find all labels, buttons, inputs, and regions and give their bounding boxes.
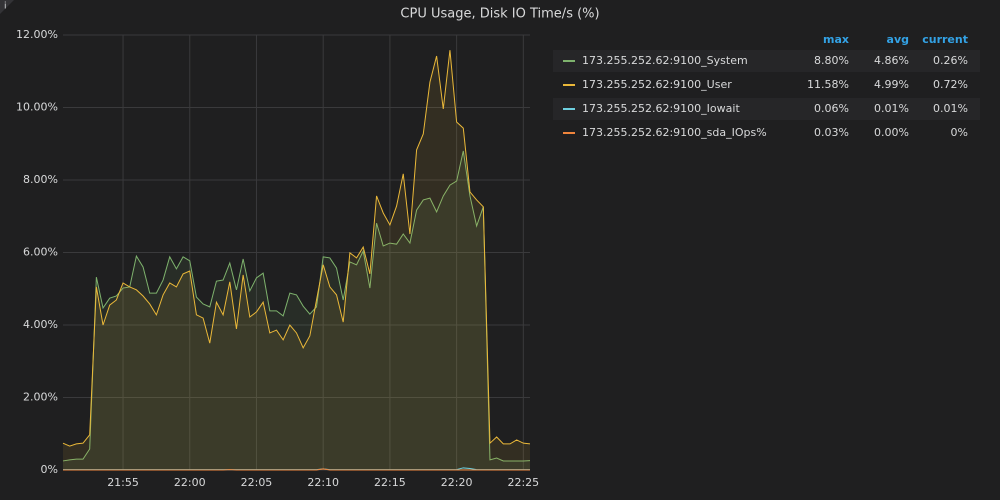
panel-title: CPU Usage, Disk IO Time/s (%) <box>400 7 599 22</box>
legend-stat: 0.00% <box>874 126 909 139</box>
x-tick-label: 22:20 <box>441 476 473 489</box>
series-line <box>63 468 530 471</box>
legend-header: current <box>922 33 968 46</box>
legend-row-background <box>553 50 980 72</box>
legend-stat: 0% <box>951 126 968 139</box>
x-tick-label: 22:00 <box>174 476 206 489</box>
legend-stat: 0.01% <box>933 102 968 115</box>
legend-stat: 11.58% <box>807 78 849 91</box>
info-corner[interactable] <box>0 0 14 14</box>
y-tick-label: 12.00% <box>16 28 58 41</box>
y-tick-label: 8.00% <box>23 173 58 186</box>
y-tick-label: 4.00% <box>23 318 58 331</box>
series-line <box>62 50 531 447</box>
series-area <box>63 151 530 470</box>
legend-stat: 0.03% <box>814 126 849 139</box>
x-tick-label: 21:55 <box>107 476 139 489</box>
legend-stat: 0.06% <box>814 102 849 115</box>
legend-name: 173.255.252.62:9100_User <box>582 78 732 91</box>
legend-name: 173.255.252.62:9100_Iowait <box>582 102 740 115</box>
legend-header: avg <box>887 33 909 46</box>
y-tick-label: 2.00% <box>23 391 58 404</box>
legend-stat: 4.86% <box>874 54 909 67</box>
legend-header: max <box>823 33 849 46</box>
info-icon[interactable]: i <box>4 2 7 12</box>
series-area <box>63 50 530 470</box>
y-tick-label: 6.00% <box>23 246 58 259</box>
x-tick-label: 22:25 <box>507 476 539 489</box>
legend-name: 173.255.252.62:9100_System <box>582 54 748 67</box>
y-tick-label: 0% <box>41 463 58 476</box>
plot <box>62 50 531 471</box>
legend-stat: 0.26% <box>933 54 968 67</box>
legend: max avg current 173.255.252.62:9100_System 8… <box>553 33 980 139</box>
y-tick-label: 10.00% <box>16 101 58 114</box>
legend-row-background <box>553 98 980 120</box>
x-tick-label: 22:15 <box>374 476 406 489</box>
x-tick-label: 22:05 <box>241 476 273 489</box>
legend-stat: 8.80% <box>814 54 849 67</box>
series-line <box>62 150 531 462</box>
axes: 0% 2.00% 4.00% 6.00% 8.00% 10.00% 12.00% 21:55 2… <box>16 28 539 489</box>
legend-stat: 0.72% <box>933 78 968 91</box>
legend-stat: 0.01% <box>874 102 909 115</box>
x-tick-label: 22:10 <box>307 476 339 489</box>
legend-name: 173.255.252.62:9100_sda_IOps% <box>582 126 767 139</box>
legend-stat: 4.99% <box>874 78 909 91</box>
